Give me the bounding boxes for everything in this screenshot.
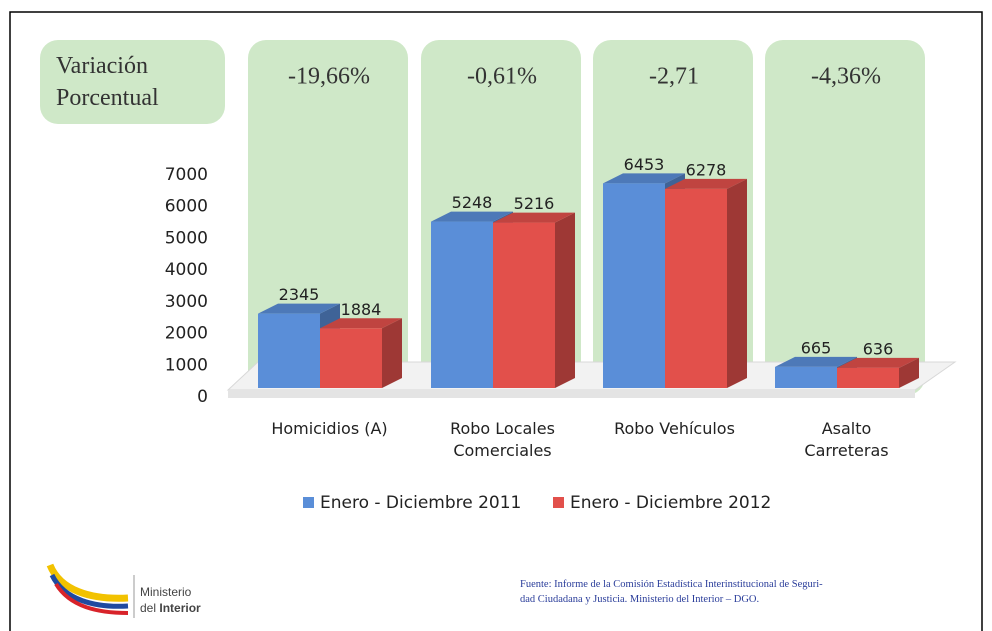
annotation: -19,66% <box>288 64 370 90</box>
data-label: 636 <box>863 339 894 358</box>
logo-text: del Interior <box>140 601 201 615</box>
logo: Ministerio del Interior <box>46 563 201 618</box>
x-tick-label: Homicidios (A) <box>271 419 388 438</box>
bar <box>837 367 899 388</box>
data-label: 5216 <box>514 194 555 213</box>
header-box <box>40 40 225 124</box>
annotation: -0,61% <box>467 64 537 90</box>
data-label: 6453 <box>624 155 665 174</box>
bar-top <box>258 303 340 314</box>
legend-label: Enero - Diciembre 2012 <box>570 493 771 513</box>
y-tick-label: 1000 <box>165 355 208 375</box>
bar <box>775 366 837 388</box>
data-label: 2345 <box>279 285 320 304</box>
legend-label: Enero - Diciembre 2011 <box>320 493 521 513</box>
bar <box>320 328 382 388</box>
y-tick-label: 3000 <box>165 292 208 312</box>
bar <box>431 221 493 388</box>
y-tick-label: 5000 <box>165 228 208 248</box>
floor-edge <box>228 390 915 398</box>
data-label: 1884 <box>341 300 382 319</box>
category-panel <box>765 40 925 395</box>
x-tick-label: Robo Vehículos <box>614 419 735 438</box>
data-label: 5248 <box>452 193 493 212</box>
bar <box>258 313 320 388</box>
bar <box>603 183 665 388</box>
source-line: dad Ciudadana y Justicia. Ministerio del… <box>520 594 760 605</box>
logo-stripe <box>54 582 129 615</box>
y-tick-label: 0 <box>197 387 208 407</box>
logo-text: Interior <box>159 601 201 615</box>
bar-top <box>603 173 685 184</box>
frame <box>9 11 983 631</box>
y-tick-label: 6000 <box>165 197 208 217</box>
logo-text: del <box>140 601 156 615</box>
source-line: Fuente: Informe de la Comisión Estadísti… <box>520 579 823 590</box>
y-tick-label: 2000 <box>165 324 208 344</box>
logo-text: Ministerio <box>140 585 192 599</box>
legend-swatch <box>303 497 314 508</box>
annotation: -4,36% <box>811 64 881 90</box>
logo-stripe <box>49 573 129 609</box>
annotation: -2,71 <box>649 64 699 90</box>
bar-top <box>837 357 919 368</box>
source: Fuente: Informe de la Comisión Estadísti… <box>520 577 823 607</box>
data-label: 6278 <box>686 160 727 179</box>
y-tick-label: 4000 <box>165 260 208 280</box>
bar-top <box>665 178 747 189</box>
bar-top <box>431 211 513 222</box>
bar-side <box>727 178 747 388</box>
bar <box>665 188 727 388</box>
bar <box>493 222 555 388</box>
header: Variación Porcentual <box>56 53 159 111</box>
x-tick-label: Robo Locales Comerciales <box>450 419 555 460</box>
bar-side <box>899 357 919 388</box>
logo-stripe <box>46 563 129 602</box>
bar-top <box>320 318 402 329</box>
data-label: 665 <box>801 338 832 357</box>
bar-top <box>775 356 857 367</box>
bar-top <box>493 212 575 223</box>
bar-side <box>382 318 402 388</box>
bar-side <box>555 212 575 388</box>
legend-swatch <box>553 497 564 508</box>
y-tick-label: 7000 <box>165 165 208 185</box>
x-tick-label: Asalto Carreteras <box>804 419 889 460</box>
